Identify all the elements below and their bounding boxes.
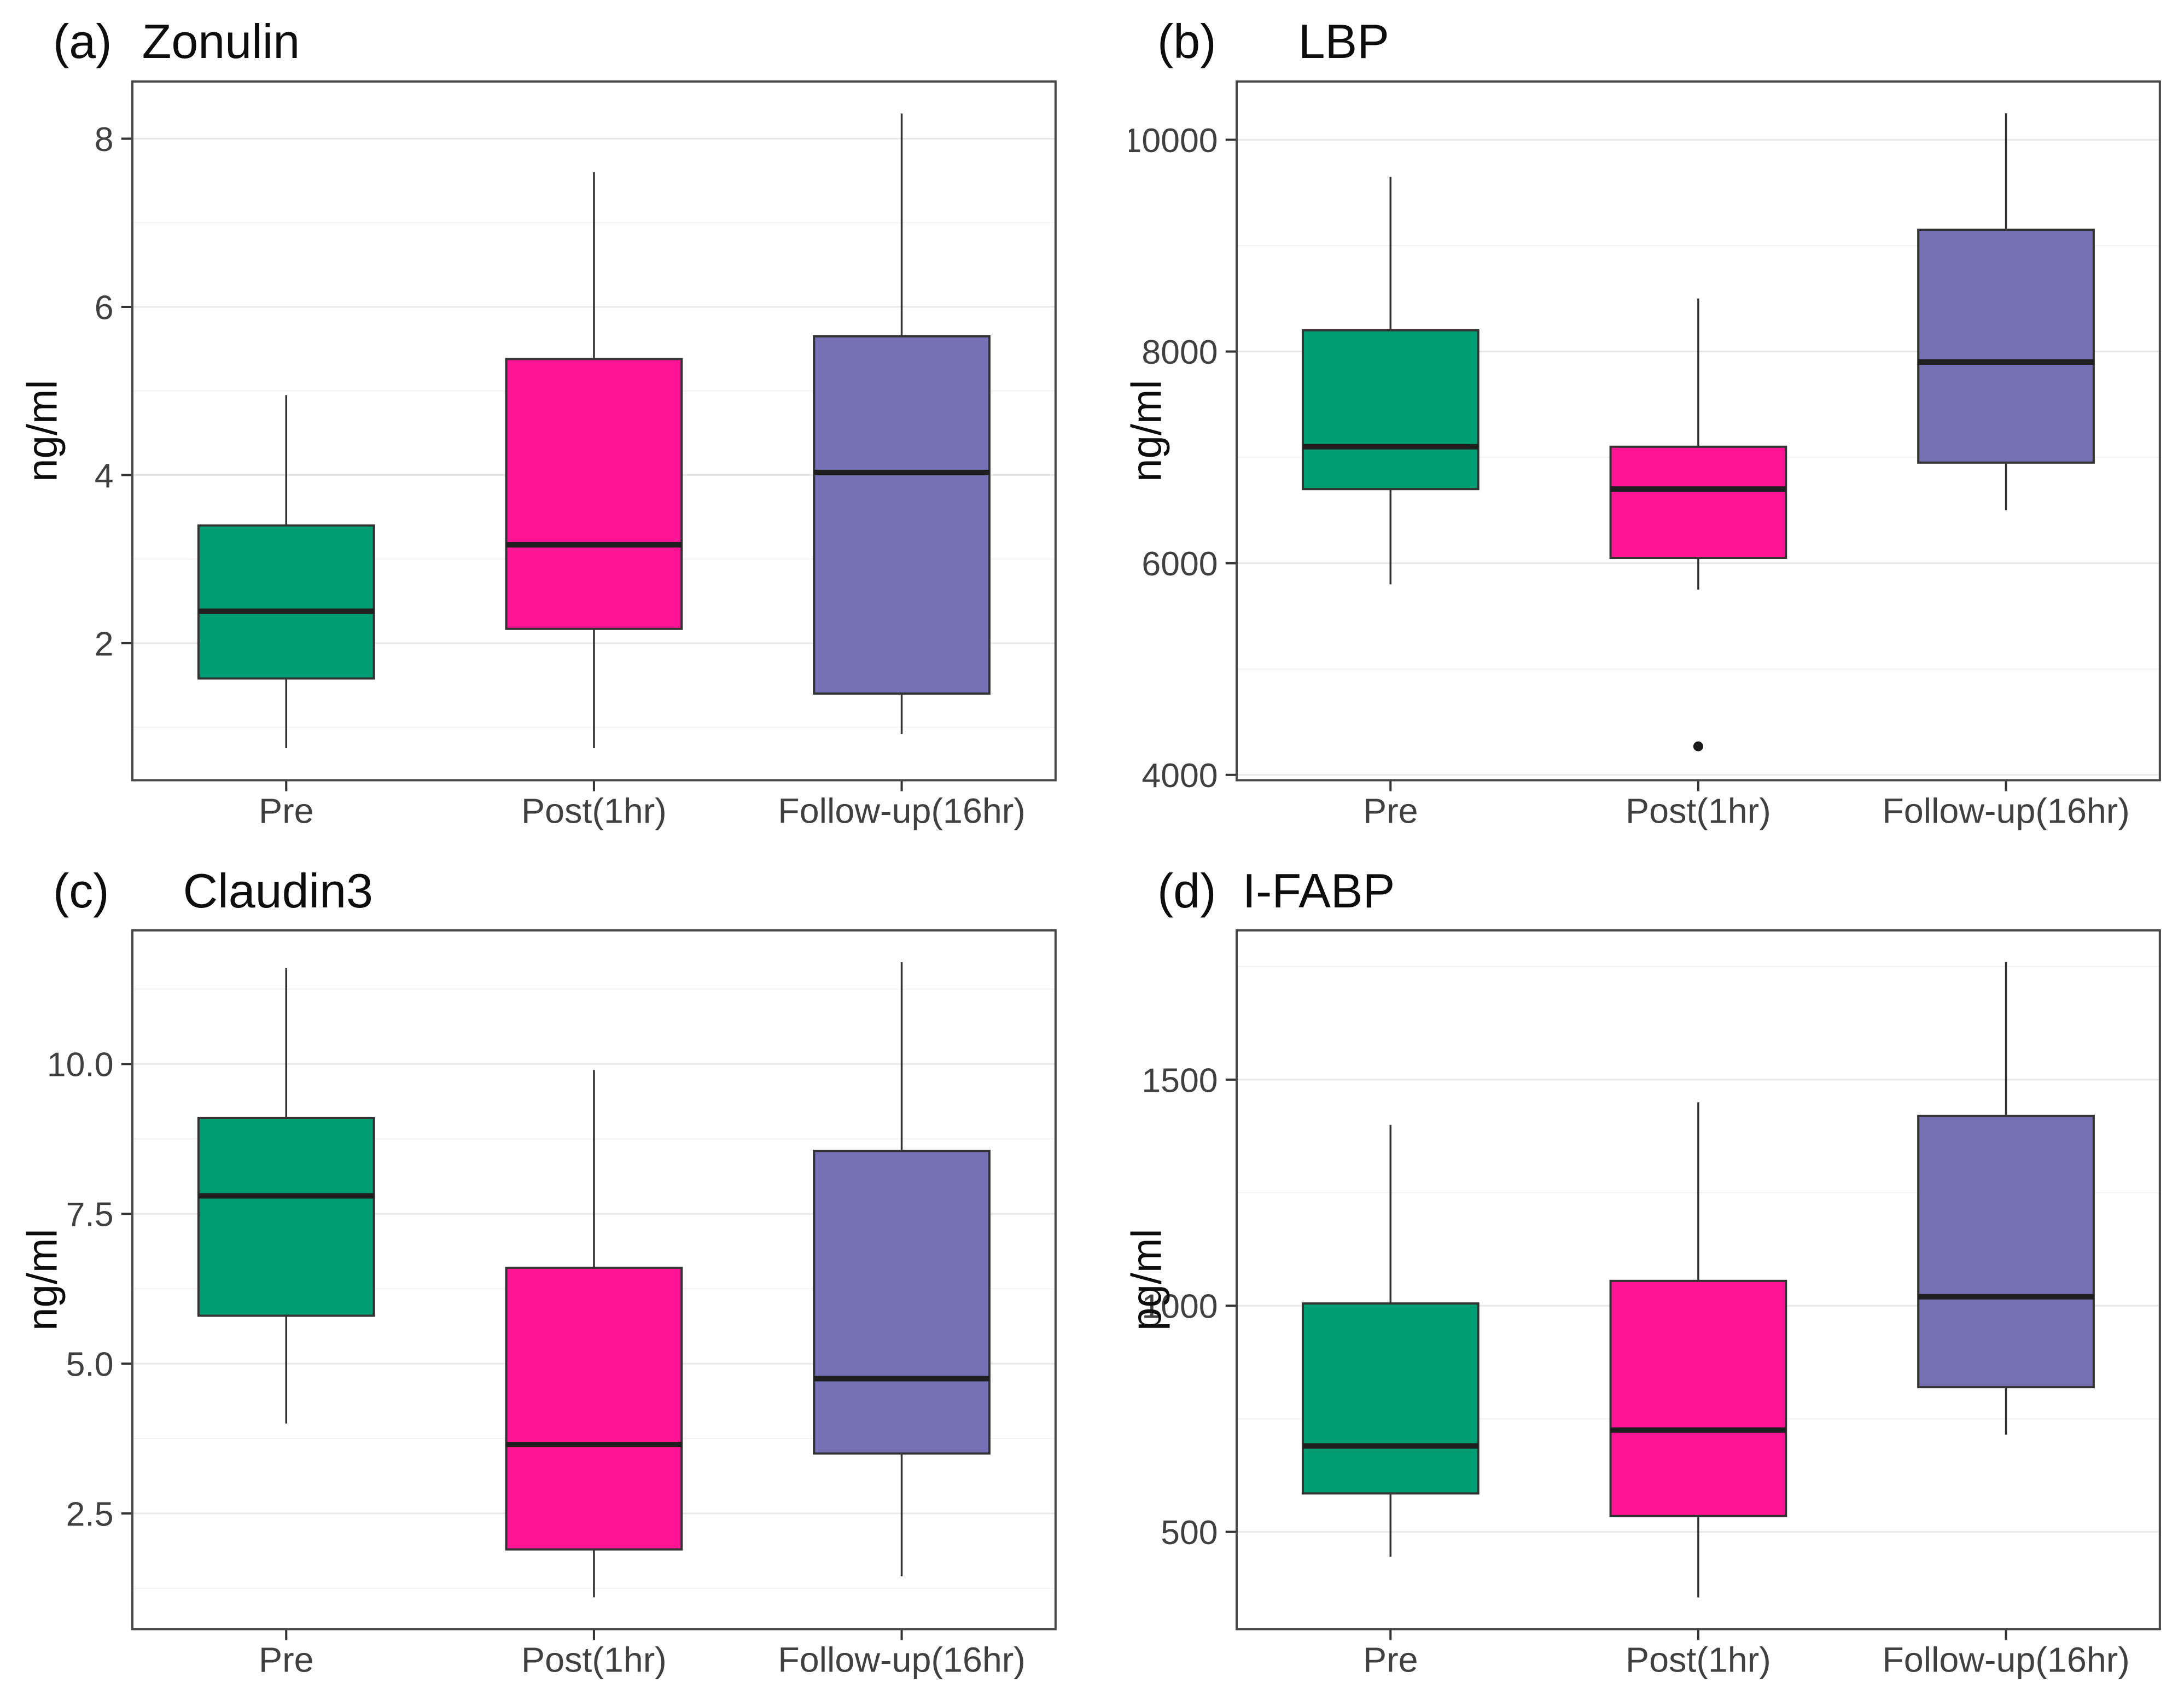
boxplot-ifabp: 500 1000 1500 Pre Post(1hr) Follow-up(16hr) pg…	[1129, 929, 2161, 1680]
panel-heading: Zonulin	[142, 14, 300, 68]
box-post-1hr-	[505, 358, 683, 630]
x-tick-label: Post(1hr)	[521, 1640, 667, 1680]
boxplot-lbp: 4000 6000 8000 10000 Pre Post(1hr) Follow-up(1…	[1129, 80, 2161, 831]
panel-tag: (a)	[53, 14, 112, 68]
panel-title-lbp: (b) LBP	[1129, 7, 2168, 74]
boxplot-zonulin: 2 4 6 8 Pre Post(1hr) Follow-up(16hr) ng/ml	[25, 80, 1057, 831]
boxplot-claudin3: 2.5 5.0 7.5 10.0 Pre Post(1hr) Follow-up(16hr)…	[25, 929, 1057, 1680]
panel-border	[1235, 80, 2161, 782]
y-axis-title: ng/ml	[25, 380, 66, 481]
box-pre	[197, 1117, 375, 1317]
y-tick-label: 1000	[1141, 1288, 1218, 1326]
y-tick-label: 2.5	[66, 1496, 114, 1534]
y-tick-label: 5.0	[66, 1346, 114, 1384]
y-tick-label: 4000	[1141, 757, 1218, 795]
panel-heading: I-FABP	[1242, 863, 1395, 918]
box-post-1hr-	[1609, 445, 1787, 559]
x-tick-label: Pre	[1363, 1640, 1418, 1680]
panel-ifabp: (d) I-FABP 500 1000 1500 Pre Post(1hr) Follow…	[1129, 856, 2168, 1680]
y-tick-label: 10.0	[47, 1046, 114, 1084]
panel-border	[131, 929, 1057, 1630]
box-pre	[197, 524, 375, 680]
y-tick-label: 7.5	[66, 1196, 114, 1234]
x-tick-label: Pre	[259, 791, 314, 831]
panel-tag: (d)	[1157, 863, 1216, 918]
box-follow-up-16hr-	[1917, 1115, 2095, 1389]
box-post-1hr-	[1609, 1280, 1787, 1518]
panel-lbp: (b) LBP 4000 6000 8000 10000 Pre Post(1hr) Fol…	[1129, 7, 2168, 831]
panel-title-ifabp: (d) I-FABP	[1129, 856, 2168, 923]
x-tick-label: Post(1hr)	[1626, 791, 1771, 831]
x-tick-label: Follow-up(16hr)	[778, 1640, 1026, 1680]
panel-zonulin: (a) Zonulin 2 4 6 8 Pre Post(1hr) Follow-up(16…	[25, 7, 1063, 831]
panel-title-claudin3: (c) Claudin3	[25, 856, 1063, 923]
y-axis-title: pg/ml	[1129, 1229, 1170, 1331]
panel-heading: LBP	[1298, 14, 1389, 68]
x-tick-label: Post(1hr)	[1626, 1640, 1771, 1680]
box-follow-up-16hr-	[813, 1150, 991, 1455]
y-tick-label: 4	[95, 457, 114, 495]
x-tick-label: Follow-up(16hr)	[778, 791, 1026, 831]
x-tick-label: Follow-up(16hr)	[1882, 791, 2130, 831]
box-post-1hr-	[505, 1267, 683, 1551]
y-tick-label: 10000	[1129, 122, 1218, 160]
box-pre	[1301, 1302, 1480, 1495]
panel-claudin3: (c) Claudin3 2.5 5.0 7.5 10.0 Pre Post(1hr) Fo…	[25, 856, 1063, 1680]
outlier-point-post-1hr-	[1693, 741, 1704, 752]
panel-tag: (c)	[53, 863, 109, 918]
x-tick-label: Post(1hr)	[521, 791, 667, 831]
x-tick-label: Follow-up(16hr)	[1882, 1640, 2130, 1680]
panel-border	[131, 80, 1057, 782]
box-follow-up-16hr-	[813, 335, 991, 695]
y-tick-label: 6000	[1141, 545, 1218, 583]
x-tick-label: Pre	[259, 1640, 314, 1680]
box-follow-up-16hr-	[1917, 228, 2095, 464]
panel-border	[1235, 929, 2161, 1630]
y-tick-label: 2	[95, 625, 114, 663]
y-axis-title: ng/ml	[1129, 380, 1170, 481]
panel-heading: Claudin3	[183, 863, 373, 918]
y-tick-label: 500	[1161, 1515, 1218, 1552]
y-tick-label: 8000	[1141, 334, 1218, 371]
panel-title-zonulin: (a) Zonulin	[25, 7, 1063, 74]
x-tick-label: Pre	[1363, 791, 1418, 831]
panel-tag: (b)	[1157, 14, 1216, 68]
box-pre	[1301, 329, 1480, 491]
y-tick-label: 6	[95, 289, 114, 327]
y-axis-title: ng/ml	[25, 1229, 66, 1331]
y-tick-label: 1500	[1141, 1062, 1218, 1100]
y-tick-label: 8	[95, 121, 114, 159]
